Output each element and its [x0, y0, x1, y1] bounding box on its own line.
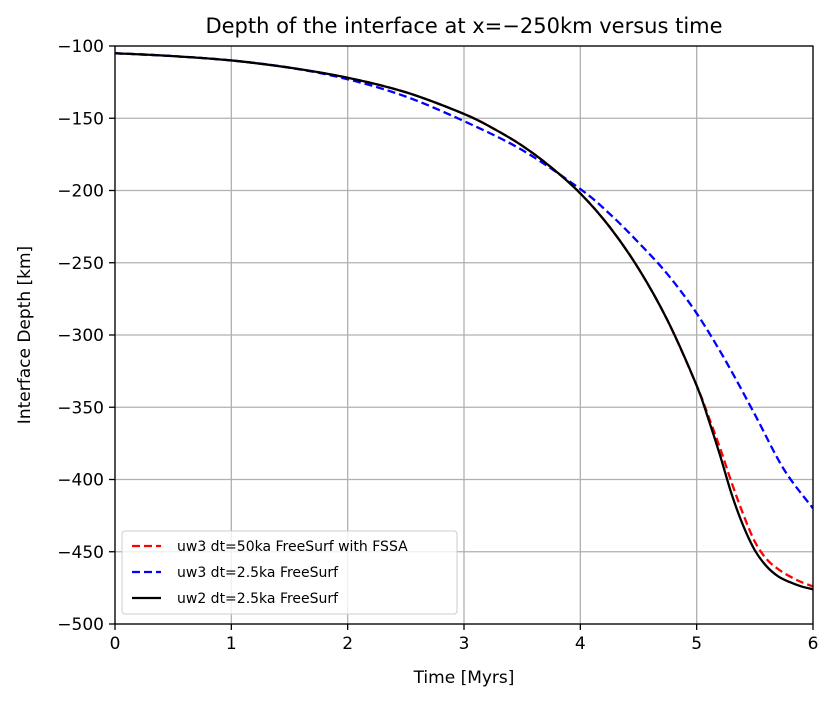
y-tick-label: −350 — [57, 398, 104, 418]
legend-label: uw2 dt=2.5ka FreeSurf — [177, 591, 339, 607]
legend-box — [121, 530, 458, 615]
y-tick-label: −150 — [57, 109, 104, 129]
y-tick-label: −400 — [57, 471, 104, 491]
x-tick-label: 5 — [691, 634, 702, 654]
x-tick-label: 1 — [226, 634, 237, 654]
series-group — [114, 52, 814, 591]
y-tick-label: −300 — [57, 326, 104, 346]
x-tick-label: 4 — [575, 634, 586, 654]
y-tick-label: −250 — [57, 254, 104, 274]
x-tick-label: 6 — [808, 634, 819, 654]
x-tick-label: 0 — [110, 634, 121, 654]
y-axis-label: Interface Depth [km] — [15, 246, 35, 424]
y-tick-label: −500 — [57, 615, 104, 635]
legend: uw3 dt=50ka FreeSurf with FSSA uw3 dt=2.5… — [121, 530, 458, 615]
x-tick-label: 2 — [342, 634, 353, 654]
x-tick-label: 3 — [459, 634, 470, 654]
legend-label: uw3 dt=2.5ka FreeSurf — [177, 565, 339, 581]
x-axis-label: Time [Myrs] — [413, 668, 515, 688]
legend-label: uw3 dt=50ka FreeSurf with FSSA — [177, 539, 408, 555]
chart-title: Depth of the interface at x=−250km versu… — [205, 14, 722, 38]
series-line-3 — [114, 52, 814, 591]
y-tick-label: −200 — [57, 182, 104, 202]
y-tick-label: −450 — [57, 543, 104, 563]
axis-ticks: 0 1 2 3 4 5 6 −500 −450 −400 −350 −300 −250 −200 −150 −… — [57, 37, 818, 654]
y-tick-label: −100 — [57, 37, 104, 57]
